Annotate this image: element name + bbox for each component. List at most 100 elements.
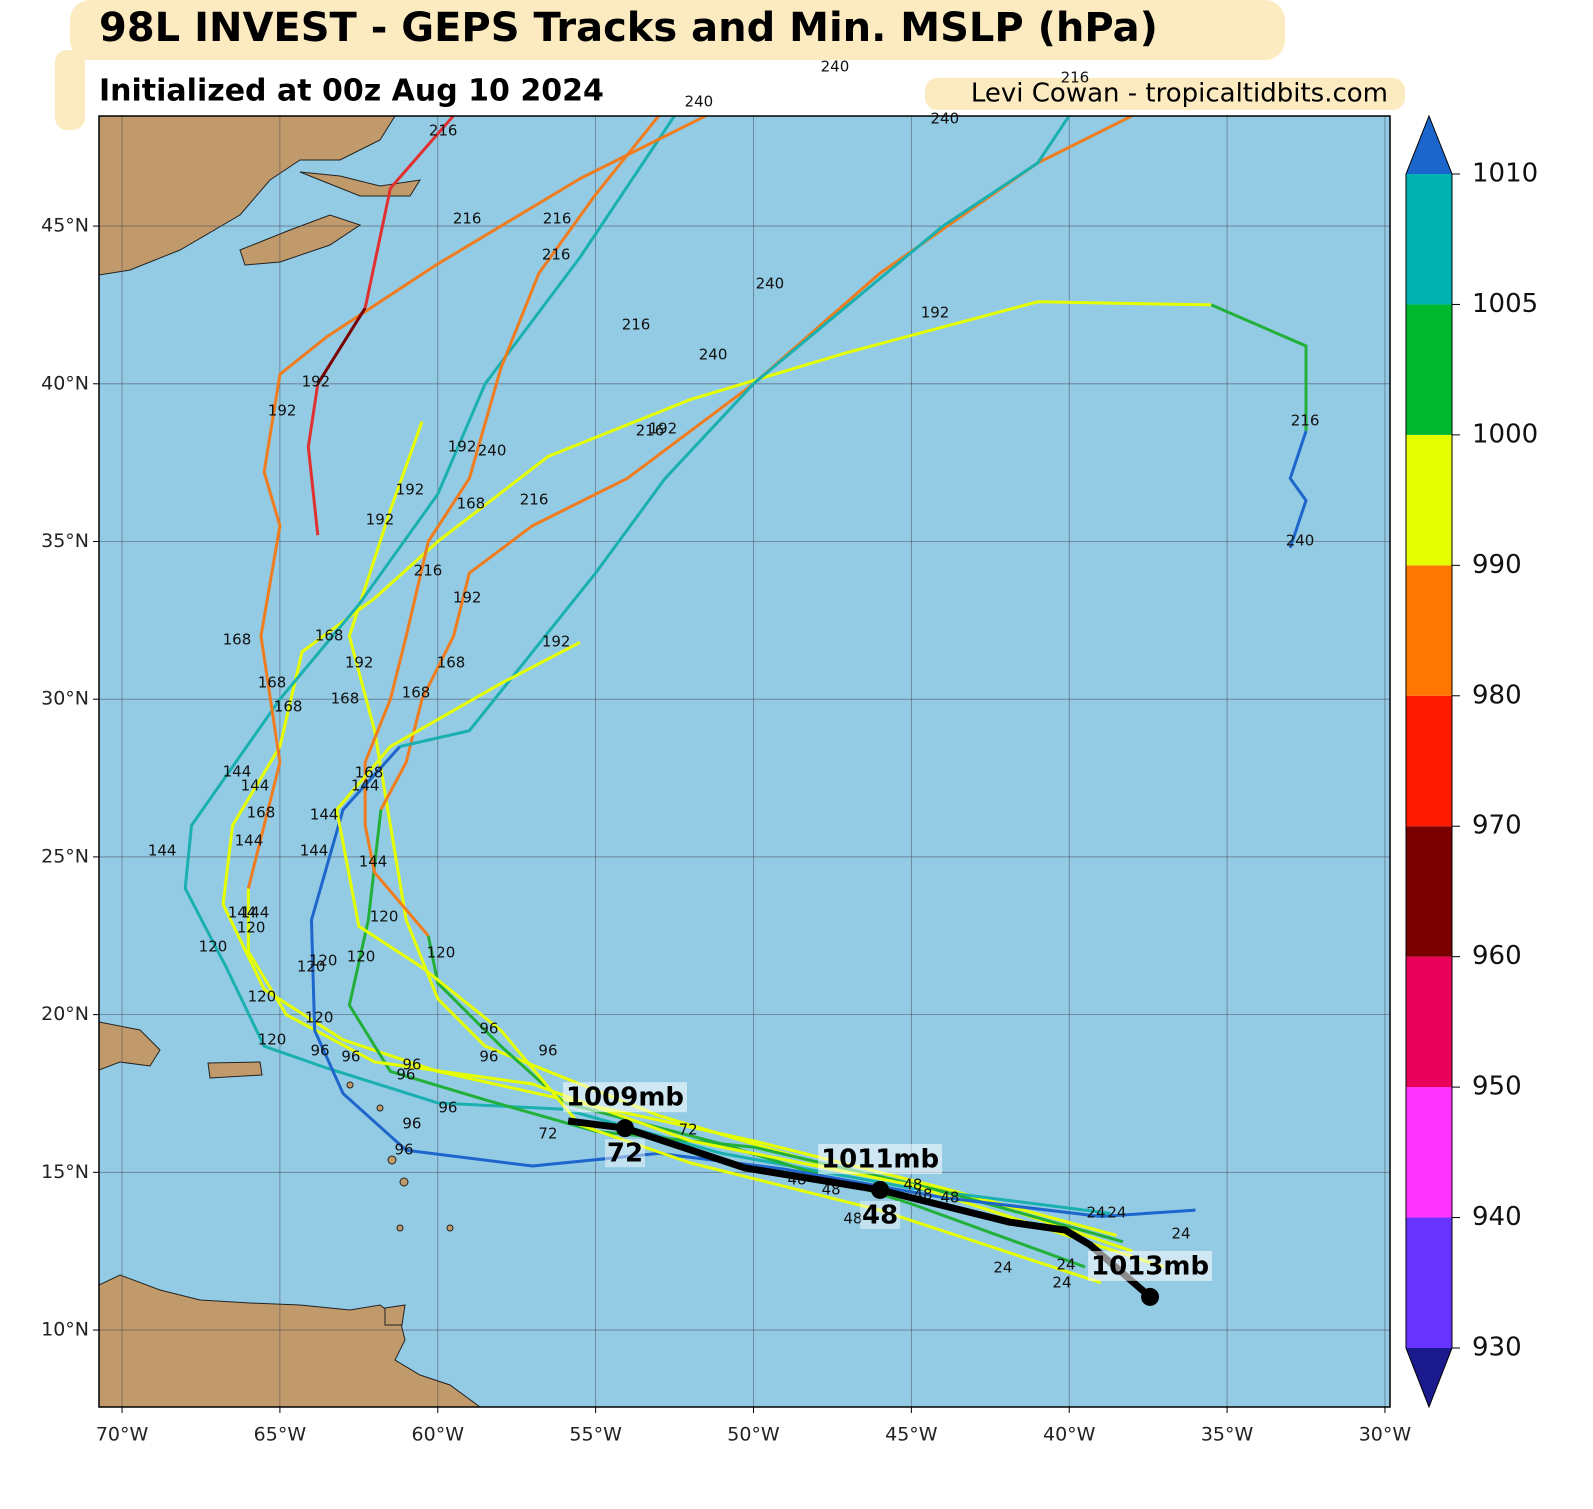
colorbar-label: 960 xyxy=(1472,941,1522,971)
y-tick-label: 10°N xyxy=(41,1319,89,1341)
hour-label: 48 xyxy=(903,1175,922,1193)
hour-label: 96 xyxy=(396,1065,415,1083)
hour-label: 96 xyxy=(341,1047,360,1065)
mean-point xyxy=(871,1180,890,1199)
pressure-label: 1013mb xyxy=(1091,1251,1209,1281)
colorbar-segment xyxy=(1406,956,1452,1088)
y-tick-label: 20°N xyxy=(41,1003,89,1025)
x-tick-label: 35°W xyxy=(1201,1424,1254,1446)
hour-label: 216 xyxy=(1291,412,1320,430)
hour-label: 120 xyxy=(370,908,399,926)
title: 98L INVEST - GEPS Tracks and Min. MSLP (… xyxy=(99,5,1158,51)
colorbar-under xyxy=(1406,1348,1452,1407)
hour-label: 24 xyxy=(1171,1225,1190,1243)
hour-label: 168 xyxy=(274,698,303,716)
hour-big-label: 48 xyxy=(862,1200,898,1230)
axes: 70°W 65°W 60°W 55°W 50°W 45°W 40°W 35°W 30°W 10°N… xyxy=(41,215,1411,1446)
hour-label: 216 xyxy=(429,122,458,140)
hour-label: 192 xyxy=(345,653,374,671)
hour-label: 144 xyxy=(300,841,329,859)
label-box xyxy=(1088,1250,1213,1281)
hour-label: 168 xyxy=(315,627,344,645)
hour-label: 48 xyxy=(843,1210,862,1228)
hour-label: 144 xyxy=(310,805,339,823)
x-tick-label: 40°W xyxy=(1043,1424,1096,1446)
colorbar-label: 1005 xyxy=(1472,289,1538,319)
hour-label: 216 xyxy=(1061,68,1090,86)
y-tick-label: 25°N xyxy=(41,845,89,867)
colorbar-label: 990 xyxy=(1472,550,1522,580)
hour-label: 72 xyxy=(538,1125,557,1143)
colorbar-segment xyxy=(1406,565,1452,696)
x-tick-label: 45°W xyxy=(885,1424,938,1446)
hour-label: 24 xyxy=(1087,1204,1106,1222)
hour-label: 168 xyxy=(355,764,384,782)
member-track xyxy=(1288,430,1308,549)
member-track xyxy=(1210,303,1308,432)
member-track xyxy=(347,809,1124,1244)
member-track xyxy=(246,888,1165,1269)
map-frame xyxy=(98,115,1391,1408)
hour-label: 240 xyxy=(756,275,785,293)
hour-label: 96 xyxy=(479,1020,498,1038)
hour-label: 144 xyxy=(148,841,177,859)
hour-big-label: 72 xyxy=(607,1139,643,1169)
hour-label: 144 xyxy=(223,763,252,781)
colorbar-label: 940 xyxy=(1472,1202,1522,1232)
x-tick-label: 60°W xyxy=(412,1424,465,1446)
hour-label: 120 xyxy=(258,1031,287,1049)
hour-label: 168 xyxy=(223,630,252,648)
hour-label: 144 xyxy=(228,904,257,922)
hour-label: 24 xyxy=(1107,1204,1126,1222)
hour-label: 96 xyxy=(394,1140,413,1158)
hour-label: 192 xyxy=(302,372,331,390)
credit: Levi Cowan - tropicaltidbits.com xyxy=(971,79,1388,109)
subtitle: Initialized at 00z Aug 10 2024 xyxy=(99,74,604,109)
hour-label: 192 xyxy=(396,481,425,499)
y-tick-label: 40°N xyxy=(41,372,89,394)
hour-label: 216 xyxy=(636,422,665,440)
colorbar-segment xyxy=(1406,304,1452,435)
hour-label: 120 xyxy=(297,957,326,975)
hour-label: 192 xyxy=(453,588,482,606)
colorbar-label: 930 xyxy=(1472,1333,1522,1363)
member-track xyxy=(399,116,1071,748)
hour-label: 192 xyxy=(448,437,477,455)
x-tick-label: 65°W xyxy=(254,1424,307,1446)
y-tick-label: 15°N xyxy=(41,1161,89,1183)
ocean xyxy=(99,116,1390,1407)
member-track xyxy=(309,745,1196,1218)
hour-label: 120 xyxy=(347,947,376,965)
colorbar-label: 1010 xyxy=(1472,159,1538,189)
hour-label: 240 xyxy=(1286,531,1315,549)
hour-label: 144 xyxy=(241,776,270,794)
member-track xyxy=(363,116,660,937)
hour-label: 24 xyxy=(1052,1274,1071,1292)
hour-label: 168 xyxy=(402,683,431,701)
hour-label: 168 xyxy=(457,494,486,512)
hour-label: 168 xyxy=(247,804,276,822)
pressure-label: 1009mb xyxy=(566,1083,684,1113)
hour-label: 216 xyxy=(453,209,482,227)
hour-label: 144 xyxy=(359,852,388,870)
hour-label: 96 xyxy=(310,1041,329,1059)
hour-label: 216 xyxy=(543,209,572,227)
y-tick-label: 45°N xyxy=(41,215,89,237)
y-tick-label: 30°N xyxy=(41,688,89,710)
x-tick-label: 55°W xyxy=(569,1424,622,1446)
label-box xyxy=(604,1139,645,1168)
hour-label: 144 xyxy=(351,776,380,794)
colorbar-label: 1000 xyxy=(1472,419,1538,449)
hour-label: 168 xyxy=(331,689,360,707)
hour-label: 168 xyxy=(258,674,287,692)
mean-track-line xyxy=(567,1117,1153,1300)
x-tick-label: 70°W xyxy=(96,1424,149,1446)
hour-label: 144 xyxy=(235,832,264,850)
label-box xyxy=(562,1082,687,1113)
colorbar-segment xyxy=(1406,174,1452,305)
hour-label: 192 xyxy=(542,633,571,651)
member-track xyxy=(363,116,455,309)
hour-label: 192 xyxy=(649,419,678,437)
colorbar-over xyxy=(1406,116,1452,174)
